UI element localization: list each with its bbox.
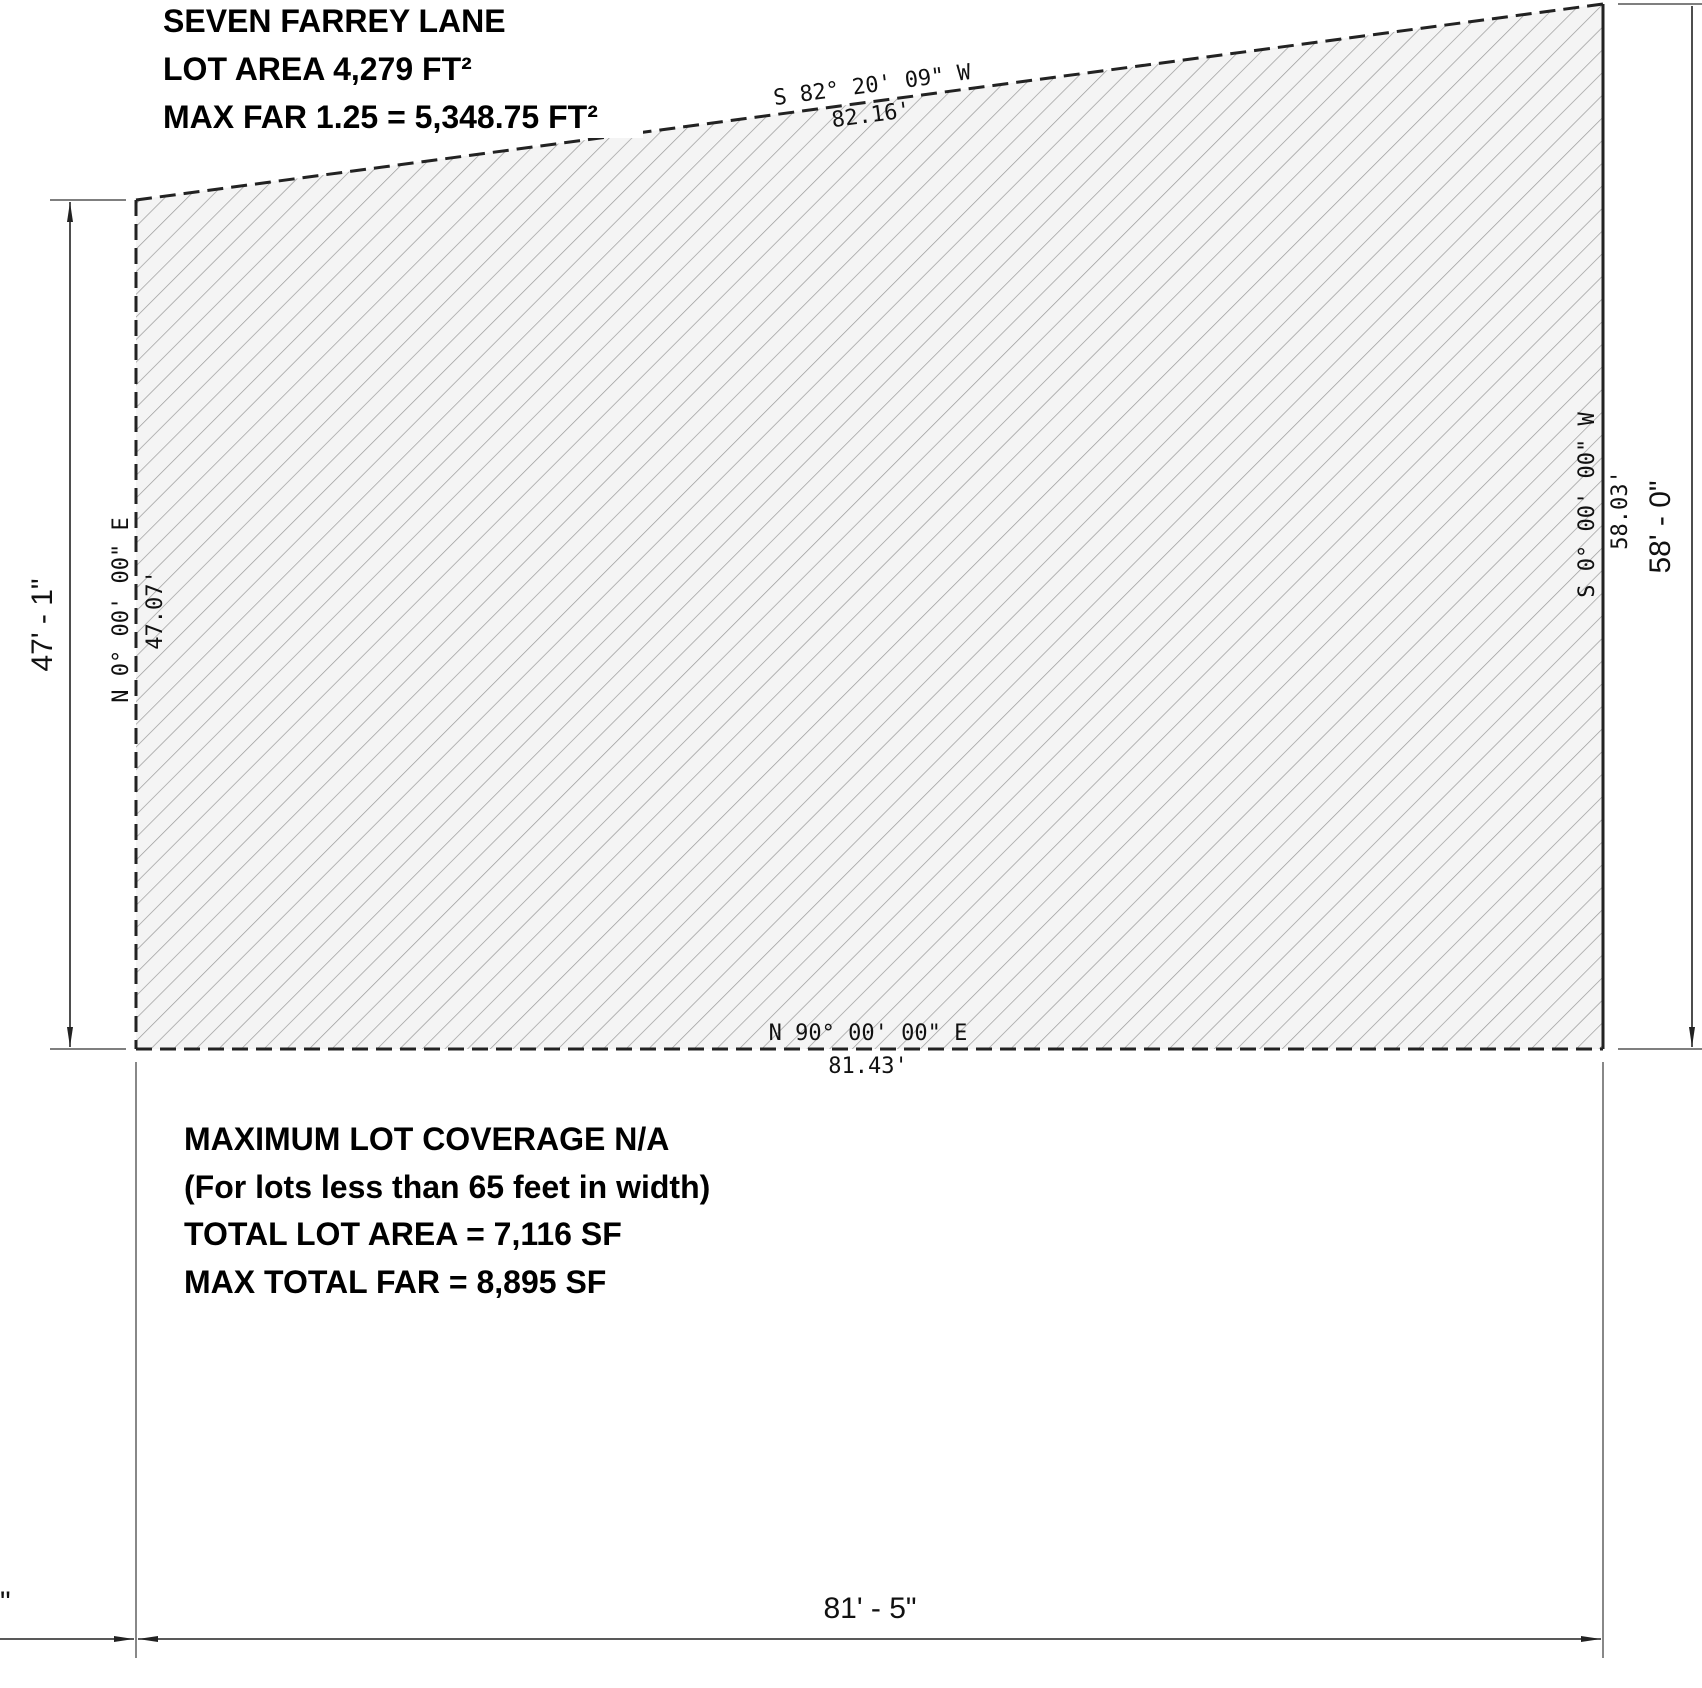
south-bearing: N 90° 00' 00" E [769,1021,968,1046]
dim-right-height: 58' - 0" [1644,480,1677,573]
dim-bottom-width: 81' - 5" [823,1592,916,1625]
lot-area-hatch [136,4,1603,1049]
east-length: 58.03' [1608,470,1633,549]
note-max-total-far: MAX TOTAL FAR = 8,895 SF [184,1264,606,1300]
west-length: 47.07' [143,570,168,649]
header-max-far: MAX FAR 1.25 = 5,348.75 FT² [163,99,598,135]
note-lot-width: (For lots less than 65 feet in width) [184,1169,710,1205]
lot-edge-north [135,2,1604,202]
note-max-lot-coverage: MAXIMUM LOT COVERAGE N/A [184,1121,669,1157]
partial-edge-text: " [0,1586,11,1619]
east-bearing: S 0° 00' 00" W [1575,412,1600,598]
note-total-lot-area: TOTAL LOT AREA = 7,116 SF [184,1216,622,1252]
dim-left-height: 47' - 1" [26,578,59,671]
south-length: 81.43' [828,1054,907,1079]
header-title: SEVEN FARREY LANE [163,3,506,39]
header-background [158,0,643,138]
header-lot-area: LOT AREA 4,279 FT² [163,51,472,87]
west-bearing: N 0° 00' 00" E [109,517,134,702]
